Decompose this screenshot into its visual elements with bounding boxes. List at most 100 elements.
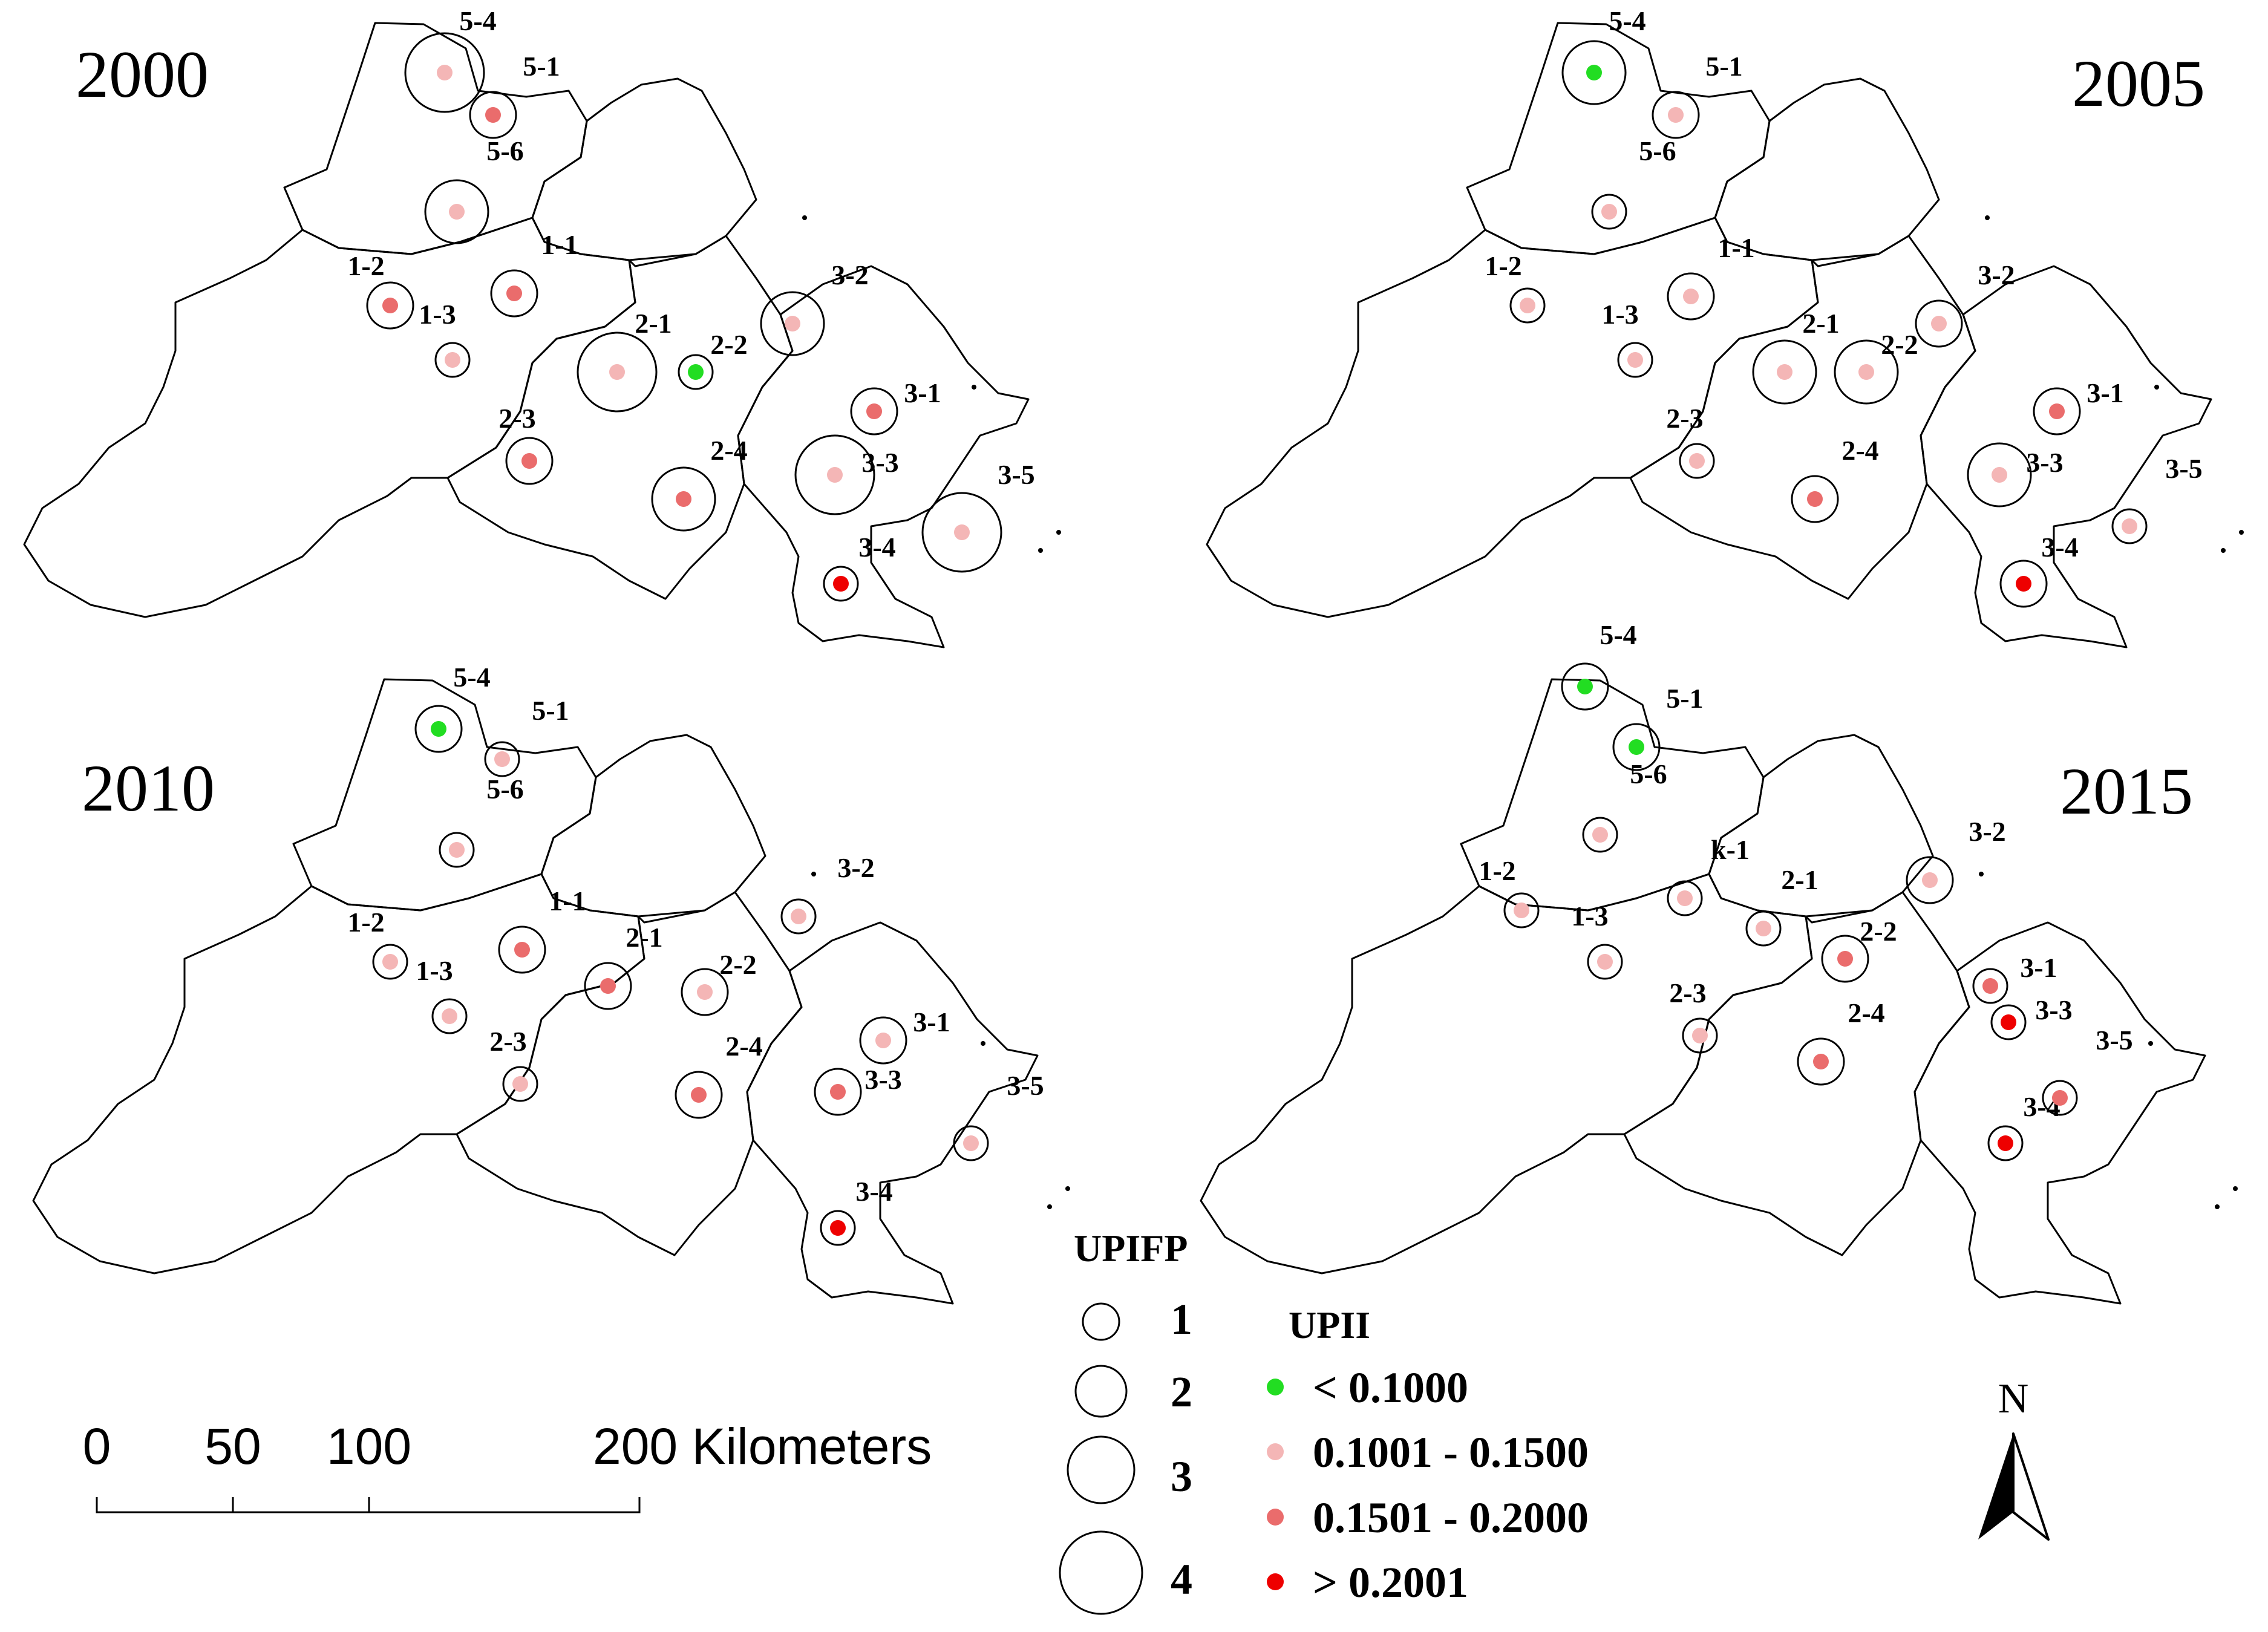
site-5-4: 5-4 bbox=[1561, 5, 1646, 105]
island-mark bbox=[1979, 872, 1984, 876]
site-3-1: 3-1 bbox=[2033, 377, 2124, 436]
upii-dot bbox=[1992, 467, 2007, 483]
site-label: 1-3 bbox=[419, 299, 456, 330]
upifp-ring bbox=[1582, 817, 1618, 853]
site-label: 3-4 bbox=[858, 532, 895, 563]
upii-dot bbox=[954, 524, 970, 540]
legend-upii-label-1: < 0.1000 bbox=[1313, 1363, 1468, 1412]
site-2-3: 2-3 bbox=[1669, 978, 1718, 1054]
upii-dot bbox=[1683, 289, 1699, 304]
upifp-ring bbox=[1906, 856, 1954, 904]
island-mark bbox=[972, 385, 976, 390]
upii-dot bbox=[688, 364, 704, 380]
upifp-ring bbox=[651, 466, 716, 532]
site-2-3: 2-3 bbox=[1666, 403, 1715, 479]
upii-dot bbox=[1689, 453, 1705, 469]
site-1-2: 1-2 bbox=[1485, 250, 1546, 324]
site-label: 5-4 bbox=[459, 5, 496, 36]
island-mark bbox=[1065, 1186, 1070, 1191]
upifp-ring bbox=[577, 331, 658, 413]
site-3-2: 3-2 bbox=[1906, 816, 2006, 904]
upifp-ring bbox=[1987, 1125, 2024, 1161]
legend-upii: UPII < 0.1000 0.1001 - 0.1500 0.1501 - 0… bbox=[1267, 1304, 1589, 1607]
upifp-ring bbox=[1612, 723, 1661, 771]
site-label: 2-4 bbox=[725, 1031, 762, 1062]
site-label: 3-3 bbox=[864, 1064, 901, 1095]
upifp-ring bbox=[859, 1016, 907, 1065]
upii-dot bbox=[1807, 491, 1823, 507]
upii-dot bbox=[431, 721, 446, 737]
site-label: 5-4 bbox=[1609, 5, 1645, 36]
site-3-2: 3-2 bbox=[780, 852, 875, 935]
island-mark bbox=[2154, 385, 2159, 390]
upifp-ring bbox=[760, 291, 825, 356]
legend-upii-dot-2 bbox=[1267, 1443, 1284, 1460]
site-2-4: 2-4 bbox=[1791, 435, 1879, 523]
site-label: 3-2 bbox=[837, 852, 874, 883]
site-1-2: 1-2 bbox=[347, 250, 414, 330]
site-label: 3-2 bbox=[1969, 816, 2005, 847]
upifp-ring bbox=[1972, 968, 2008, 1004]
upii-dot bbox=[1601, 204, 1617, 220]
upii-dot bbox=[1629, 739, 1644, 755]
upifp-ring bbox=[850, 387, 898, 436]
site-label: 5-1 bbox=[1666, 683, 1703, 714]
upifp-ring bbox=[484, 741, 520, 777]
upii-dot bbox=[1756, 921, 1771, 936]
site-1-3: 1-3 bbox=[419, 299, 471, 378]
site-2-3: 2-3 bbox=[489, 1026, 538, 1102]
legend-upifp-label-2: 2 bbox=[1171, 1368, 1192, 1416]
upifp-ring bbox=[678, 354, 714, 390]
region-boundary-3 bbox=[1200, 873, 1813, 1275]
legend-upii-label-4: > 0.2001 bbox=[1313, 1558, 1468, 1607]
upii-dot bbox=[1858, 364, 1874, 380]
site-label: 2-1 bbox=[635, 308, 672, 339]
site-1-1: 1-1 bbox=[490, 229, 578, 318]
upii-dot bbox=[2052, 1090, 2068, 1106]
upii-dot bbox=[442, 1008, 457, 1024]
legend-upifp-circle-3 bbox=[1067, 1435, 1136, 1504]
site-2-1: 2-1 bbox=[1745, 864, 1819, 947]
legend-upifp-circle-1 bbox=[1082, 1302, 1120, 1341]
site-3-1: 3-1 bbox=[1972, 952, 2057, 1004]
map-panel-2000: 2000 5-4 5-1 5-6 1-1 1-2 1-3 2-1 2-2 2-3 2-4 3-1 3-2… bbox=[23, 5, 1061, 648]
site-label: 1-3 bbox=[416, 955, 453, 986]
panel-year-title: 2000 bbox=[76, 38, 209, 111]
upifp-ring bbox=[584, 962, 632, 1010]
site-2-1: 2-1 bbox=[1752, 308, 1840, 405]
upii-dot bbox=[1692, 1028, 1708, 1043]
upifp-ring bbox=[424, 179, 489, 244]
site-label: 1-2 bbox=[347, 250, 384, 281]
upii-dot bbox=[1627, 352, 1643, 368]
map-panel-2005: 2005 5-4 5-1 5-6 1-1 1-2 1-3 2-1 2-2 2-3 2-4 3-1 3-2… bbox=[1206, 5, 2244, 648]
upii-dot bbox=[963, 1135, 979, 1151]
upii-dot bbox=[449, 842, 465, 858]
site-3-5: 3-5 bbox=[2042, 1025, 2133, 1116]
site-label: 1-1 bbox=[1717, 232, 1754, 263]
upifp-ring bbox=[823, 566, 859, 602]
site-2-1: 2-1 bbox=[577, 308, 672, 413]
upifp-ring bbox=[1509, 287, 1546, 324]
site-label: 2-1 bbox=[626, 922, 662, 953]
upifp-ring bbox=[1617, 342, 1653, 378]
site-label: 1-3 bbox=[1601, 299, 1638, 330]
site-label: 5-6 bbox=[1630, 759, 1667, 789]
upii-dot bbox=[1982, 978, 1998, 994]
island-mark bbox=[2233, 1186, 2238, 1191]
upifp-ring bbox=[1990, 1004, 2027, 1040]
upifp-ring bbox=[1967, 442, 2032, 508]
region-boundary-3 bbox=[1206, 217, 1819, 618]
upii-dot bbox=[791, 909, 806, 924]
island-mark bbox=[1985, 215, 1990, 220]
site-label: 2-3 bbox=[498, 403, 535, 434]
site-5-1: 5-1 bbox=[1612, 683, 1704, 771]
base-map bbox=[32, 678, 1070, 1305]
site-label: 1-1 bbox=[549, 886, 586, 916]
site-5-4: 5-4 bbox=[404, 5, 497, 113]
site-3-5: 3-5 bbox=[2111, 453, 2203, 544]
site-label: 3-5 bbox=[1007, 1070, 1044, 1101]
upii-dot bbox=[830, 1220, 846, 1236]
upifp-ring bbox=[431, 998, 468, 1034]
upifp-ring bbox=[794, 434, 875, 515]
